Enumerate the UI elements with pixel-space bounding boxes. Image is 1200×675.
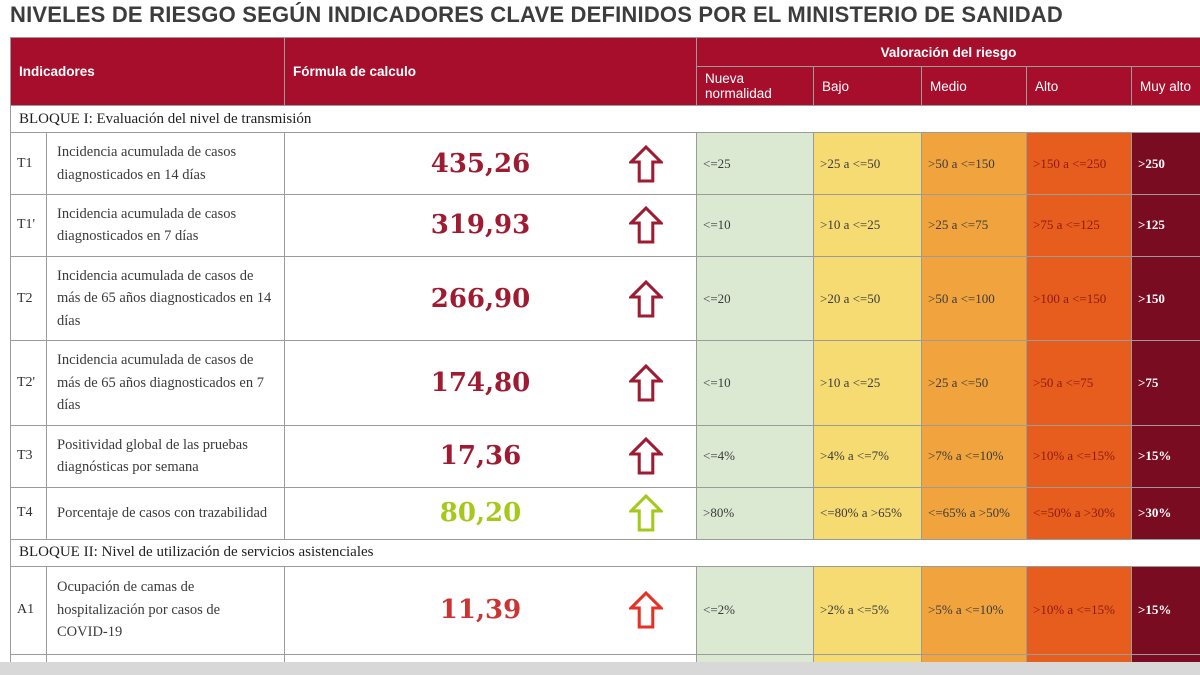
indicator-code: A1	[10, 565, 47, 655]
indicator-code: T4	[10, 486, 47, 540]
section-bloque-1: BLOQUE I: Evaluación del nivel de transm…	[10, 105, 1200, 133]
column-header-formula: Fórmula de calculo	[284, 37, 697, 106]
range-bajo: >4% a <=7%	[813, 424, 922, 488]
range-medio: <=65% a >50%	[921, 486, 1027, 540]
range-alto: >10% a <=15%	[1026, 424, 1132, 488]
table-row: T1' Incidencia acumulada de casos diagno…	[10, 194, 1200, 257]
range-alto: >150 a <=250	[1026, 132, 1132, 195]
indicator-value: 435,26	[430, 148, 531, 179]
range-muy-alto: >30%	[1131, 486, 1200, 540]
range-medio: >25 a <=75	[921, 194, 1027, 257]
indicator-code: T1'	[10, 194, 47, 257]
indicator-code: T1	[10, 132, 47, 195]
trend-up-icon	[596, 144, 696, 183]
column-header-indicadores: Indicadores	[10, 37, 285, 106]
column-header-valoracion: Valoración del riesgo	[696, 37, 1200, 67]
trend-up-icon	[596, 591, 696, 629]
indicator-value: 319,93	[430, 210, 531, 241]
indicator-label: Porcentaje de casos con trazabilidad	[46, 486, 285, 540]
range-muy-alto: >250	[1131, 132, 1200, 195]
indicator-code: T2'	[10, 340, 47, 426]
trend-up-icon	[596, 437, 696, 475]
table-row: T2 Incidencia acumulada de casos de más …	[10, 255, 1200, 342]
indicator-value-cell: 80,20	[284, 486, 697, 540]
indicator-value-cell: 435,26	[284, 132, 697, 195]
range-muy-alto: >125	[1131, 194, 1200, 257]
range-muy-alto: >150	[1131, 255, 1200, 342]
column-header-muy-alto: Muy alto	[1131, 66, 1200, 106]
range-bajo: >25 a <=50	[813, 132, 922, 195]
indicator-value: 17,36	[439, 441, 522, 472]
indicator-code: T2	[10, 255, 47, 342]
range-nueva-normalidad: <=25	[696, 132, 814, 195]
indicator-value-cell: 174,80	[284, 340, 697, 426]
range-muy-alto: >15%	[1131, 424, 1200, 488]
indicator-label: Positividad global de las pruebas diagnó…	[46, 424, 285, 488]
page-title: NIVELES DE RIESGO SEGÚN INDICADORES CLAV…	[10, 2, 1063, 27]
range-bajo: >10 a <=25	[813, 340, 922, 426]
range-nueva-normalidad: <=20	[696, 255, 814, 342]
column-header-nueva-normalidad: Nueva normalidad	[696, 66, 814, 106]
bottom-gray-strip	[0, 662, 1200, 675]
indicator-value-cell: 319,93	[284, 194, 697, 257]
section-bloque-2: BLOQUE II: Nivel de utilización de servi…	[10, 538, 1200, 567]
trend-up-icon	[596, 364, 696, 402]
range-alto: >50 a <=75	[1026, 340, 1132, 426]
trend-up-icon	[596, 494, 696, 532]
column-header-alto: Alto	[1026, 66, 1132, 106]
range-medio: >25 a <=50	[921, 340, 1027, 426]
risk-table: Indicadores Fórmula de calculo Valoració…	[10, 37, 1200, 675]
indicator-value: 80,20	[439, 498, 522, 529]
trend-up-icon	[596, 279, 696, 318]
range-medio: >5% a <=10%	[921, 565, 1027, 655]
indicator-label: Incidencia acumulada de casos diagnostic…	[46, 194, 285, 257]
range-medio: >50 a <=150	[921, 132, 1027, 195]
indicator-value: 174,80	[430, 368, 531, 399]
indicator-label: Incidencia acumulada de casos diagnostic…	[46, 132, 285, 195]
indicator-code: T3	[10, 424, 47, 488]
table-row: T4 Porcentaje de casos con trazabilidad …	[10, 486, 1200, 540]
range-muy-alto: >75	[1131, 340, 1200, 426]
section-heading: BLOQUE II: Nivel de utilización de servi…	[10, 538, 1200, 567]
range-bajo: >2% a <=5%	[813, 565, 922, 655]
table-row: T1 Incidencia acumulada de casos diagnos…	[10, 132, 1200, 195]
indicator-label: Ocupación de camas de hospitalización po…	[46, 565, 285, 655]
indicator-value-cell: 266,90	[284, 255, 697, 342]
range-bajo: >10 a <=25	[813, 194, 922, 257]
indicator-value-cell: 17,36	[284, 424, 697, 488]
table-row: T2' Incidencia acumulada de casos de más…	[10, 340, 1200, 426]
indicator-value: 11,39	[439, 595, 522, 626]
range-muy-alto: >15%	[1131, 565, 1200, 655]
range-nueva-normalidad: >80%	[696, 486, 814, 540]
range-bajo: >20 a <=50	[813, 255, 922, 342]
table-row: T3 Positividad global de las pruebas dia…	[10, 424, 1200, 488]
range-alto: >100 a <=150	[1026, 255, 1132, 342]
range-medio: >50 a <=100	[921, 255, 1027, 342]
range-bajo: <=80% a >65%	[813, 486, 922, 540]
indicator-label: Incidencia acumulada de casos de más de …	[46, 340, 285, 426]
range-nueva-normalidad: <=4%	[696, 424, 814, 488]
column-header-bajo: Bajo	[813, 66, 922, 106]
indicator-value: 266,90	[430, 283, 531, 314]
range-nueva-normalidad: <=10	[696, 194, 814, 257]
table-row: A1 Ocupación de camas de hospitalización…	[10, 565, 1200, 655]
section-heading: BLOQUE I: Evaluación del nivel de transm…	[10, 105, 1200, 133]
range-alto: >75 a <=125	[1026, 194, 1132, 257]
indicator-label: Incidencia acumulada de casos de más de …	[46, 255, 285, 342]
trend-up-icon	[596, 206, 696, 244]
range-nueva-normalidad: <=2%	[696, 565, 814, 655]
range-nueva-normalidad: <=10	[696, 340, 814, 426]
range-medio: >7% a <=10%	[921, 424, 1027, 488]
column-header-medio: Medio	[921, 66, 1027, 106]
range-alto: <=50% a >30%	[1026, 486, 1132, 540]
indicator-value-cell: 11,39	[284, 565, 697, 655]
range-alto: >10% a <=15%	[1026, 565, 1132, 655]
